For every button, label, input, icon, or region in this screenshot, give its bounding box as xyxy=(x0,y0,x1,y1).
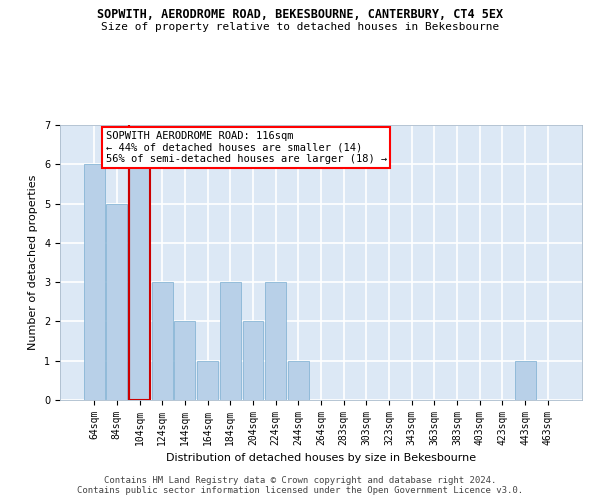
Bar xyxy=(220,282,241,400)
Text: Contains HM Land Registry data © Crown copyright and database right 2024.
Contai: Contains HM Land Registry data © Crown c… xyxy=(77,476,523,495)
Bar xyxy=(197,360,218,400)
Text: SOPWITH, AERODROME ROAD, BEKESBOURNE, CANTERBURY, CT4 5EX: SOPWITH, AERODROME ROAD, BEKESBOURNE, CA… xyxy=(97,8,503,20)
Bar xyxy=(152,282,173,400)
Bar xyxy=(515,360,536,400)
Bar xyxy=(265,282,286,400)
Bar xyxy=(129,164,150,400)
Bar xyxy=(106,204,127,400)
Bar xyxy=(242,322,263,400)
Bar xyxy=(84,164,104,400)
Bar xyxy=(175,322,196,400)
Text: SOPWITH AERODROME ROAD: 116sqm
← 44% of detached houses are smaller (14)
56% of : SOPWITH AERODROME ROAD: 116sqm ← 44% of … xyxy=(106,131,387,164)
Y-axis label: Number of detached properties: Number of detached properties xyxy=(28,175,38,350)
Text: Size of property relative to detached houses in Bekesbourne: Size of property relative to detached ho… xyxy=(101,22,499,32)
X-axis label: Distribution of detached houses by size in Bekesbourne: Distribution of detached houses by size … xyxy=(166,454,476,464)
Bar xyxy=(288,360,309,400)
